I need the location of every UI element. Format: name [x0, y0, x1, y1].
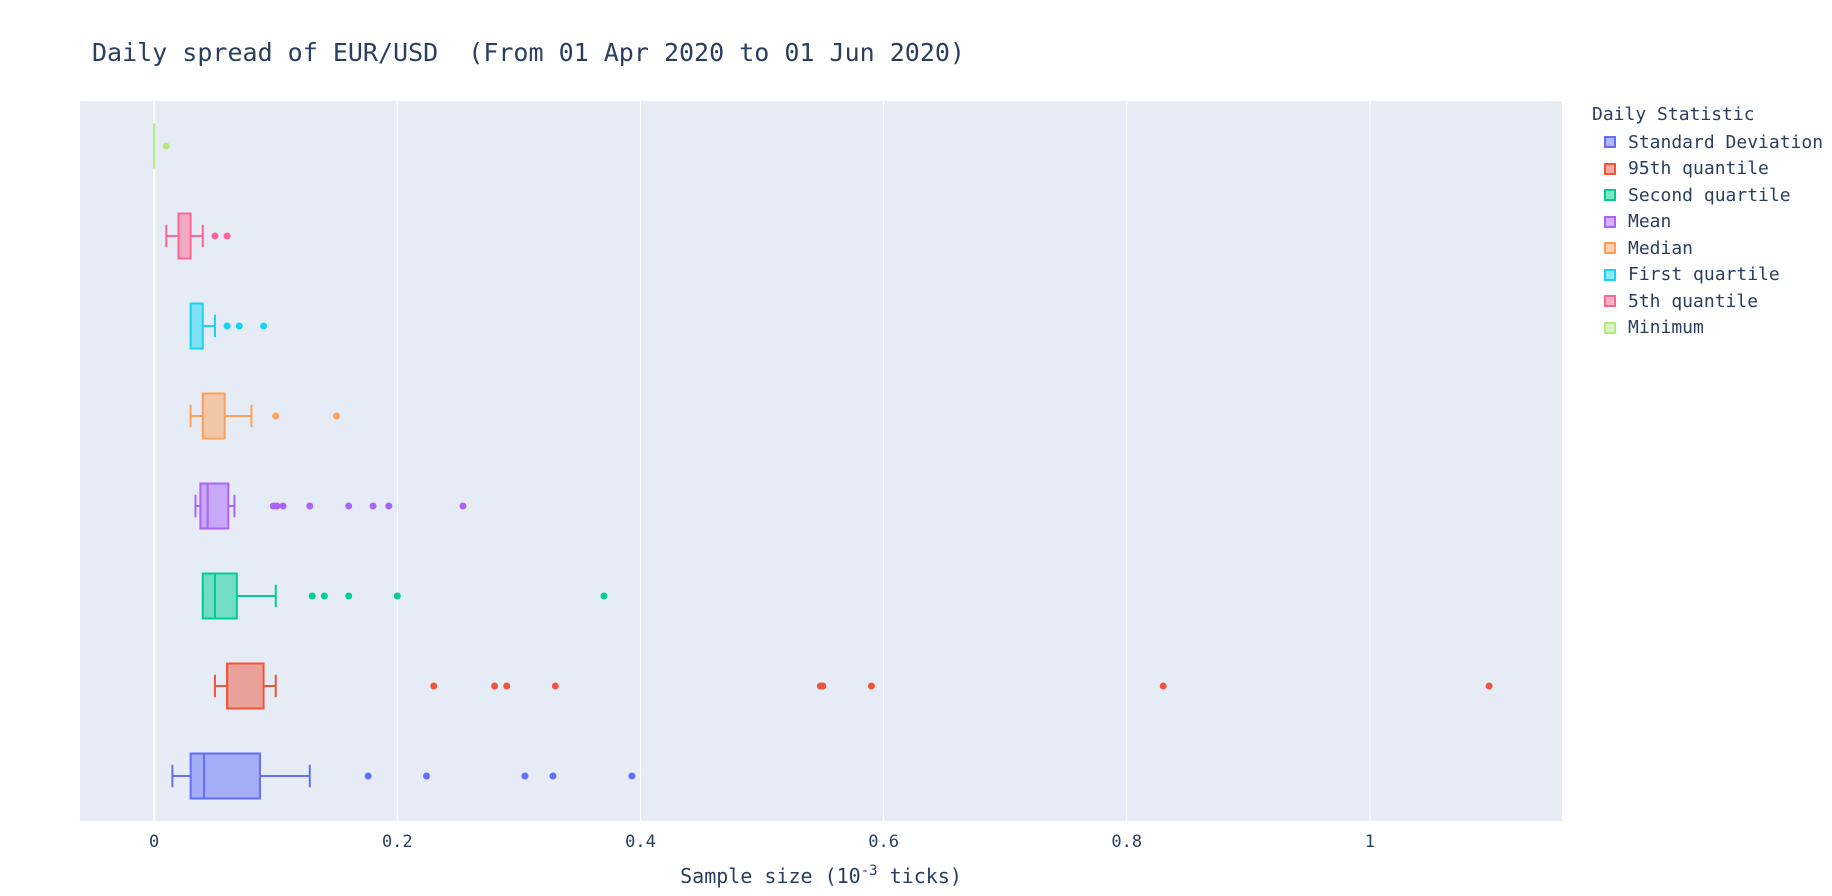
legend-label: Median [1628, 237, 1694, 259]
box-body [201, 392, 226, 440]
outlier-point [430, 682, 438, 690]
x-tick-label: 0.6 [868, 832, 899, 852]
outlier-point [549, 772, 557, 780]
legend-swatch [1604, 162, 1616, 175]
box-second-quartile [201, 572, 608, 620]
legend-item[interactable]: First quartile [1592, 262, 1823, 289]
outlier-point [385, 502, 393, 510]
outlier-point [393, 592, 401, 600]
legend-title: Daily Statistic [1592, 104, 1755, 125]
outlier-point [819, 682, 827, 690]
legend-label: Mean [1628, 211, 1672, 233]
outlier-point [211, 232, 219, 240]
outlier-point [162, 142, 170, 150]
outlier-point [223, 232, 231, 240]
x-axis-title-exponent: -3 [861, 863, 878, 879]
outlier-point [260, 322, 268, 330]
outlier-point [503, 682, 511, 690]
legend-item[interactable]: 5th quantile [1592, 288, 1823, 315]
outlier-point [491, 682, 499, 690]
legend-swatch [1604, 136, 1616, 149]
box-body [226, 662, 265, 710]
outlier-point [521, 772, 529, 780]
chart-title: Daily spread of EUR/USD (From 01 Apr 202… [92, 38, 965, 67]
legend-items: Standard Deviation 95th quantile Second qu… [1592, 129, 1823, 341]
x-axis-ticks: 0 0.2 0.4 0.6 0.8 1 [149, 832, 1375, 852]
legend-item[interactable]: Median [1592, 235, 1823, 262]
box-95th-quantile [213, 662, 1493, 710]
x-tick-label: 0 [149, 832, 159, 852]
legend-swatch [1604, 242, 1616, 255]
outlier-point [333, 412, 341, 420]
legend-swatch [1604, 268, 1616, 281]
legend-label: 95th quantile [1628, 158, 1769, 180]
outlier-point [1159, 682, 1167, 690]
outlier-point [345, 592, 353, 600]
box-median [189, 392, 341, 440]
outlier-point [369, 502, 377, 510]
outlier-point [600, 592, 608, 600]
legend-label: First quartile [1628, 264, 1780, 286]
outlier-point [345, 502, 353, 510]
legend-label: Second quartile [1628, 184, 1791, 206]
legend-swatch [1604, 321, 1616, 334]
outlier-point [279, 502, 287, 510]
box-plots [153, 123, 1493, 800]
legend-swatch [1604, 295, 1616, 308]
box-body [201, 572, 238, 620]
grid-lines [153, 101, 1371, 821]
box-mean [194, 482, 467, 530]
x-tick-label: 1 [1365, 832, 1375, 852]
x-axis-title-tail: ticks) [878, 864, 962, 888]
outlier-point [273, 502, 281, 510]
outlier-point [459, 502, 467, 510]
legend-label: Minimum [1628, 317, 1704, 339]
legend-item[interactable]: Standard Deviation [1592, 129, 1823, 156]
outlier-point [320, 592, 328, 600]
legend: Daily Statistic Standard Deviation 95th q… [1592, 104, 1823, 341]
outlier-point [422, 772, 430, 780]
legend-swatch [1604, 215, 1616, 228]
outlier-point [364, 772, 372, 780]
legend-label: Standard Deviation [1628, 131, 1824, 153]
outlier-point [1485, 682, 1493, 690]
box-minimum [153, 123, 170, 169]
outlier-point [551, 682, 559, 690]
legend-item[interactable]: Minimum [1592, 315, 1823, 342]
outlier-point [306, 502, 314, 510]
box-standard-deviation [171, 752, 636, 800]
outlier-point [628, 772, 636, 780]
box-body [177, 212, 192, 260]
legend-swatch [1604, 189, 1616, 202]
x-tick-label: 0.8 [1111, 832, 1142, 852]
legend-item[interactable]: Mean [1592, 209, 1823, 236]
outlier-point [235, 322, 243, 330]
box-first-quartile [189, 302, 268, 350]
legend-label: 5th quantile [1628, 290, 1759, 312]
legend-item[interactable]: Second quartile [1592, 182, 1823, 209]
outlier-point [223, 322, 231, 330]
outlier-point [272, 412, 280, 420]
x-axis-title: Sample size (10-3 ticks) [680, 863, 962, 888]
x-tick-label: 0.4 [625, 832, 656, 852]
box-body [189, 302, 204, 350]
box-5th-quantile [165, 212, 231, 260]
x-axis-title-main: Sample size (10 [680, 864, 861, 888]
plot-area [80, 101, 1562, 821]
box-body [189, 752, 261, 800]
outlier-point [308, 592, 316, 600]
x-tick-label: 0.2 [382, 832, 413, 852]
outlier-point [867, 682, 875, 690]
box-body [199, 482, 230, 530]
legend-item[interactable]: 95th quantile [1592, 156, 1823, 183]
